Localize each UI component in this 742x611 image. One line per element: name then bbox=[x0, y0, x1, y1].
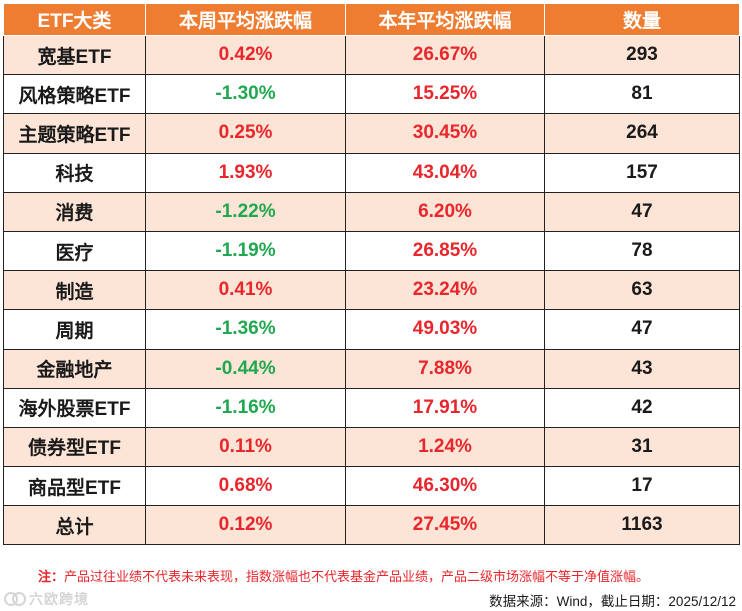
cell-category: 医疗 bbox=[3, 230, 146, 272]
table-row: 科技 1.93% 43.04% 157 bbox=[3, 152, 740, 193]
table-body: 宽基ETF 0.42% 26.67% 293 风格策略ETF -1.30% 15… bbox=[3, 34, 740, 546]
table-row: 主题策略ETF 0.25% 30.45% 264 bbox=[3, 113, 740, 154]
table-row: 债券型ETF 0.11% 1.24% 31 bbox=[3, 426, 740, 468]
cell-category: 风格策略ETF bbox=[3, 74, 146, 115]
cell-yearly-change: 43.04% bbox=[345, 152, 545, 193]
cell-count: 43 bbox=[544, 348, 740, 389]
table-total-row: 总计 0.12% 27.45% 1163 bbox=[3, 505, 740, 546]
cell-category: 科技 bbox=[3, 152, 146, 193]
cell-weekly-change: 0.25% bbox=[145, 113, 346, 154]
watermark: 六欧跨境 bbox=[4, 589, 89, 609]
cell-category: 制造 bbox=[3, 270, 146, 311]
cell-yearly-change: 27.45% bbox=[345, 505, 545, 546]
cell-yearly-change: 26.85% bbox=[345, 230, 545, 272]
table-row: 消费 -1.22% 6.20% 47 bbox=[3, 191, 740, 232]
cell-category: 宽基ETF bbox=[3, 34, 146, 76]
watermark-text: 六欧跨境 bbox=[29, 591, 89, 607]
cell-count: 1163 bbox=[544, 505, 740, 546]
cell-count: 17 bbox=[544, 466, 740, 507]
cell-weekly-change: 0.41% bbox=[145, 270, 346, 311]
disclaimer-note: 注：产品过往业绩不代表未来表现，指数涨幅也不代表基金产品业绩，产品二级市场涨幅不… bbox=[38, 566, 649, 585]
cell-count: 157 bbox=[544, 152, 740, 193]
header-weekly-change: 本周平均涨跌幅 bbox=[145, 3, 346, 36]
table-row: 周期 -1.36% 49.03% 47 bbox=[3, 309, 740, 350]
table-row: 风格策略ETF -1.30% 15.25% 81 bbox=[3, 74, 740, 115]
cell-category: 金融地产 bbox=[3, 348, 146, 389]
cell-category: 商品型ETF bbox=[3, 466, 146, 507]
cell-count: 42 bbox=[544, 387, 740, 428]
cell-weekly-change: 0.11% bbox=[145, 426, 346, 468]
cell-yearly-change: 7.88% bbox=[345, 348, 545, 389]
cell-category: 主题策略ETF bbox=[3, 113, 146, 154]
cell-yearly-change: 30.45% bbox=[345, 113, 545, 154]
cell-weekly-change: -1.22% bbox=[145, 191, 346, 232]
etf-performance-table-container: ETF大类 本周平均涨跌幅 本年平均涨跌幅 数量 宽基ETF 0.42% 26.… bbox=[3, 3, 740, 546]
cell-count: 47 bbox=[544, 191, 740, 232]
cell-weekly-change: -1.16% bbox=[145, 387, 346, 428]
header-count: 数量 bbox=[544, 3, 740, 36]
cell-yearly-change: 6.20% bbox=[345, 191, 545, 232]
cell-yearly-change: 17.91% bbox=[345, 387, 545, 428]
cell-count: 31 bbox=[544, 426, 740, 468]
cell-category: 消费 bbox=[3, 191, 146, 232]
header-yearly-change: 本年平均涨跌幅 bbox=[345, 3, 545, 36]
disclaimer-label: 注： bbox=[38, 569, 65, 584]
cell-category: 海外股票ETF bbox=[3, 387, 146, 428]
table-row: 宽基ETF 0.42% 26.67% 293 bbox=[3, 34, 740, 76]
cell-count: 264 bbox=[544, 113, 740, 154]
header-category: ETF大类 bbox=[3, 3, 146, 36]
cell-yearly-change: 1.24% bbox=[345, 426, 545, 468]
cell-count: 47 bbox=[544, 309, 740, 350]
cell-yearly-change: 49.03% bbox=[345, 309, 545, 350]
table-header-row: ETF大类 本周平均涨跌幅 本年平均涨跌幅 数量 bbox=[3, 3, 740, 36]
table-row: 医疗 -1.19% 26.85% 78 bbox=[3, 230, 740, 272]
watermark-logo-icon bbox=[4, 592, 26, 606]
cell-weekly-change: -1.19% bbox=[145, 230, 346, 272]
cell-weekly-change: 0.68% bbox=[145, 466, 346, 507]
table-row: 海外股票ETF -1.16% 17.91% 42 bbox=[3, 387, 740, 428]
cell-category: 债券型ETF bbox=[3, 426, 146, 468]
cell-category: 周期 bbox=[3, 309, 146, 350]
cell-weekly-change: 1.93% bbox=[145, 152, 346, 193]
table-row: 制造 0.41% 23.24% 63 bbox=[3, 270, 740, 311]
table-row: 金融地产 -0.44% 7.88% 43 bbox=[3, 348, 740, 389]
cell-yearly-change: 26.67% bbox=[345, 34, 545, 76]
cell-weekly-change: 0.42% bbox=[145, 34, 346, 76]
cell-weekly-change: -1.30% bbox=[145, 74, 346, 115]
disclaimer-text: 产品过往业绩不代表未来表现，指数涨幅也不代表基金产品业绩，产品二级市场涨幅不等于… bbox=[64, 569, 650, 584]
cell-weekly-change: -0.44% bbox=[145, 348, 346, 389]
cell-yearly-change: 23.24% bbox=[345, 270, 545, 311]
data-source: 数据来源：Wind，截止日期：2025/12/12 bbox=[489, 594, 736, 609]
cell-count: 78 bbox=[544, 230, 740, 272]
cell-count: 81 bbox=[544, 74, 740, 115]
etf-performance-table: ETF大类 本周平均涨跌幅 本年平均涨跌幅 数量 宽基ETF 0.42% 26.… bbox=[3, 3, 740, 546]
cell-category: 总计 bbox=[3, 505, 146, 546]
table-row: 商品型ETF 0.68% 46.30% 17 bbox=[3, 466, 740, 507]
cell-weekly-change: 0.12% bbox=[145, 505, 346, 546]
cell-count: 63 bbox=[544, 270, 740, 311]
cell-yearly-change: 15.25% bbox=[345, 74, 545, 115]
cell-weekly-change: -1.36% bbox=[145, 309, 346, 350]
cell-count: 293 bbox=[544, 34, 740, 76]
cell-yearly-change: 46.30% bbox=[345, 466, 545, 507]
